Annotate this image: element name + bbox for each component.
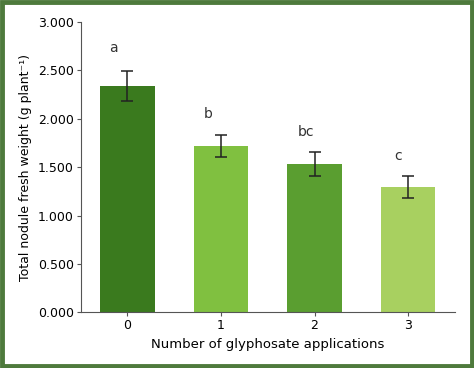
Bar [381,187,435,312]
Bar [194,146,248,312]
Text: bc: bc [298,125,314,139]
Text: a: a [109,40,118,54]
X-axis label: Number of glyphosate applications: Number of glyphosate applications [151,338,384,351]
Text: c: c [394,149,401,163]
Y-axis label: Total nodule fresh weight (g plant⁻¹): Total nodule fresh weight (g plant⁻¹) [19,54,32,281]
Bar [287,164,342,312]
Text: b: b [204,107,213,121]
Bar [100,86,155,312]
